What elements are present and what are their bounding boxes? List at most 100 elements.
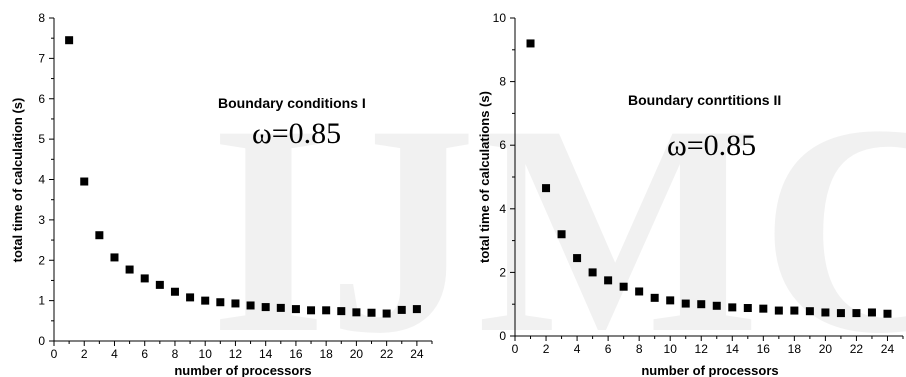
- x-tick-label: 4: [574, 342, 581, 356]
- data-point: [635, 287, 644, 296]
- data-point: [852, 309, 861, 318]
- x-tick-label: 22: [380, 347, 394, 361]
- y-axis-label-right: total time of calculations (s): [477, 91, 492, 263]
- x-tick-label: 2: [81, 347, 88, 361]
- x-tick-label: 14: [259, 347, 273, 361]
- x-ticks-left: 0 2 4 6 8 10 12 14 16 18 20 22 24: [51, 341, 433, 361]
- data-point: [231, 299, 240, 308]
- annotation-right: Boundary conrtitions II: [628, 92, 781, 108]
- x-tick-label: 18: [319, 347, 333, 361]
- x-tick-label: 4: [111, 347, 118, 361]
- data-point: [80, 177, 89, 186]
- data-point: [95, 231, 104, 240]
- data-point: [216, 298, 225, 307]
- x-tick-label: 24: [410, 347, 424, 361]
- x-tick-label: 8: [172, 347, 179, 361]
- x-tick-label: 20: [819, 342, 833, 356]
- omega-label-left: ω=0.85: [252, 117, 341, 150]
- data-point: [743, 304, 752, 313]
- data-point: [322, 306, 331, 315]
- x-tick-label: 6: [605, 342, 612, 356]
- x-ticks-right: 0 2 4 6 8 10 12 14 16 18 20 22 24: [512, 336, 904, 356]
- y-tick-label: 7: [38, 51, 45, 65]
- data-point: [650, 293, 659, 302]
- data-point: [805, 307, 814, 316]
- data-point: [697, 300, 706, 309]
- data-point: [291, 305, 300, 314]
- x-tick-label: 10: [199, 347, 213, 361]
- x-tick-label: 16: [289, 347, 303, 361]
- y-axis-label-left: total time of calculation (s): [10, 98, 25, 263]
- x-tick-label: 18: [788, 342, 802, 356]
- y-tick-label: 5: [38, 132, 45, 146]
- data-point: [774, 306, 783, 315]
- data-point: [790, 306, 799, 315]
- x-tick-label: 2: [543, 342, 550, 356]
- data-point: [110, 253, 119, 262]
- data-point: [526, 39, 535, 48]
- x-tick-label: 10: [664, 342, 678, 356]
- x-axis-label-right: number of processors: [641, 363, 778, 377]
- data-point: [836, 309, 845, 318]
- data-point: [337, 307, 346, 316]
- x-tick-label: 0: [51, 347, 58, 361]
- data-point: [352, 308, 361, 317]
- data-point: [125, 265, 134, 274]
- data-point: [65, 36, 74, 45]
- data-point: [712, 301, 721, 310]
- data-point: [261, 303, 270, 312]
- y-tick-label: 1: [38, 294, 45, 308]
- x-tick-label: 14: [726, 342, 740, 356]
- data-point: [666, 296, 675, 305]
- y-tick-label: 2: [499, 265, 506, 279]
- y-tick-label: 8: [38, 11, 45, 25]
- data-point: [883, 309, 892, 318]
- y-tick-label: 4: [499, 202, 506, 216]
- y-tick-label: 0: [38, 334, 45, 348]
- data-points-left: [65, 36, 421, 318]
- y-tick-label: 8: [499, 75, 506, 89]
- x-tick-label: 12: [229, 347, 243, 361]
- data-point: [619, 282, 628, 291]
- data-point: [821, 308, 830, 317]
- x-tick-label: 8: [636, 342, 643, 356]
- data-point: [246, 301, 255, 310]
- data-point: [759, 304, 768, 313]
- data-point: [307, 306, 316, 315]
- x-tick-label: 24: [881, 342, 895, 356]
- x-tick-label: 20: [350, 347, 364, 361]
- y-ticks-left: 0 1 2 3 4 5 6 7 8: [38, 11, 54, 348]
- data-point: [412, 305, 421, 314]
- data-point: [201, 296, 210, 305]
- data-point: [557, 230, 566, 239]
- y-tick-label: 6: [38, 92, 45, 106]
- watermark: IJMC: [210, 63, 906, 377]
- data-point: [382, 309, 391, 318]
- x-tick-label: 12: [695, 342, 709, 356]
- y-ticks-right: 0 2 4 6 8 10: [493, 11, 515, 343]
- data-point: [186, 293, 195, 302]
- data-point: [155, 280, 164, 289]
- data-point: [588, 268, 597, 277]
- x-axis-label-left: number of processors: [174, 363, 311, 377]
- y-tick-label: 4: [38, 173, 45, 187]
- x-tick-label: 16: [757, 342, 771, 356]
- data-point: [573, 254, 582, 263]
- data-point: [170, 287, 179, 296]
- y-tick-label: 0: [499, 329, 506, 343]
- data-points-right: [526, 39, 892, 318]
- data-point: [397, 305, 406, 314]
- x-tick-label: 0: [512, 342, 519, 356]
- y-tick-label: 2: [38, 253, 45, 267]
- data-point: [604, 276, 613, 285]
- data-point: [728, 303, 737, 312]
- y-tick-label: 10: [493, 11, 507, 25]
- data-point: [140, 274, 149, 283]
- omega-label-right: ω=0.85: [667, 129, 756, 162]
- data-point: [542, 184, 551, 193]
- data-point: [367, 308, 376, 317]
- y-tick-label: 6: [499, 138, 506, 152]
